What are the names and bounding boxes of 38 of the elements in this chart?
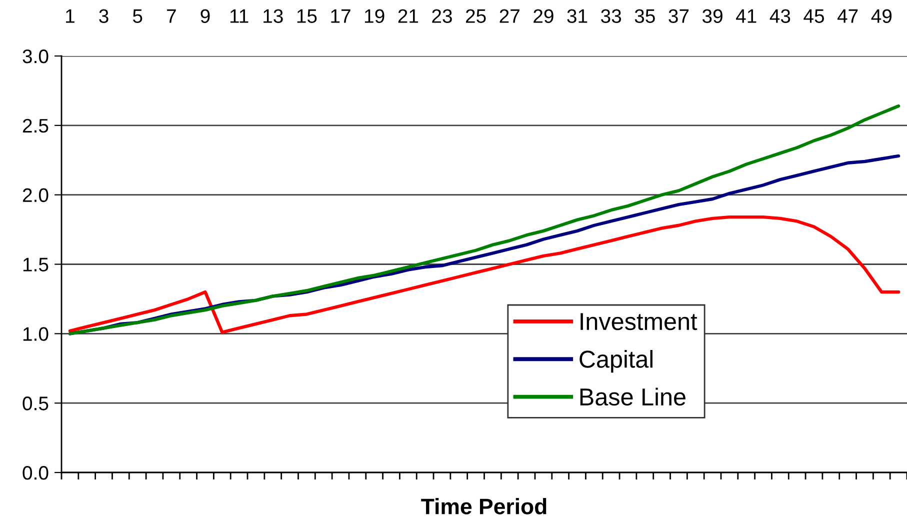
y-tick-label: 3.0 bbox=[22, 49, 48, 64]
x-tick-label: 33 bbox=[601, 9, 622, 23]
x-tick-label: 21 bbox=[398, 9, 418, 23]
x-tick-label: 29 bbox=[534, 9, 554, 23]
x-tick-label: 13 bbox=[264, 9, 283, 23]
x-tick-label: 25 bbox=[466, 9, 486, 23]
x-tick-label: 31 bbox=[567, 9, 588, 23]
x-tick-label: 11 bbox=[230, 9, 248, 23]
x-tick-label: 49 bbox=[871, 9, 892, 23]
x-tick-label: 19 bbox=[365, 9, 384, 23]
x-tick-label: 9 bbox=[200, 9, 210, 23]
y-tick-label: 1.0 bbox=[23, 327, 48, 341]
x-tick-label: 17 bbox=[331, 9, 350, 23]
x-tick-label: 35 bbox=[634, 9, 655, 23]
x-tick-label: 3 bbox=[99, 9, 108, 23]
legend-label: Investment bbox=[580, 313, 698, 330]
x-tick-label: 37 bbox=[668, 9, 689, 23]
y-tick-label: 0.0 bbox=[22, 466, 48, 480]
x-tick-label: 27 bbox=[500, 9, 520, 23]
x-tick-label: 43 bbox=[770, 9, 790, 23]
y-tick-label: 0.5 bbox=[22, 396, 48, 410]
x-tick-label: 15 bbox=[297, 9, 317, 23]
x-axis-title: Time Period bbox=[421, 498, 546, 514]
line-series bbox=[68, 215, 900, 334]
y-tick-label: 1.5 bbox=[23, 258, 48, 272]
line-series bbox=[68, 104, 900, 336]
x-tick-label: 39 bbox=[702, 9, 722, 23]
x-tick-label: 23 bbox=[432, 9, 452, 23]
x-tick-label: 7 bbox=[167, 9, 176, 23]
x-tick-label: 45 bbox=[804, 9, 824, 23]
x-tick-label: 47 bbox=[837, 9, 858, 23]
legend-label: Capital bbox=[580, 350, 652, 373]
x-tick-label: 5 bbox=[132, 9, 142, 23]
legend-label: Base Line bbox=[580, 388, 686, 406]
y-tick-label: 2.0 bbox=[22, 188, 48, 202]
y-tick-label: 2.5 bbox=[22, 118, 48, 133]
x-tick-label: 41 bbox=[736, 9, 756, 23]
x-tick-label: 1 bbox=[66, 9, 74, 23]
